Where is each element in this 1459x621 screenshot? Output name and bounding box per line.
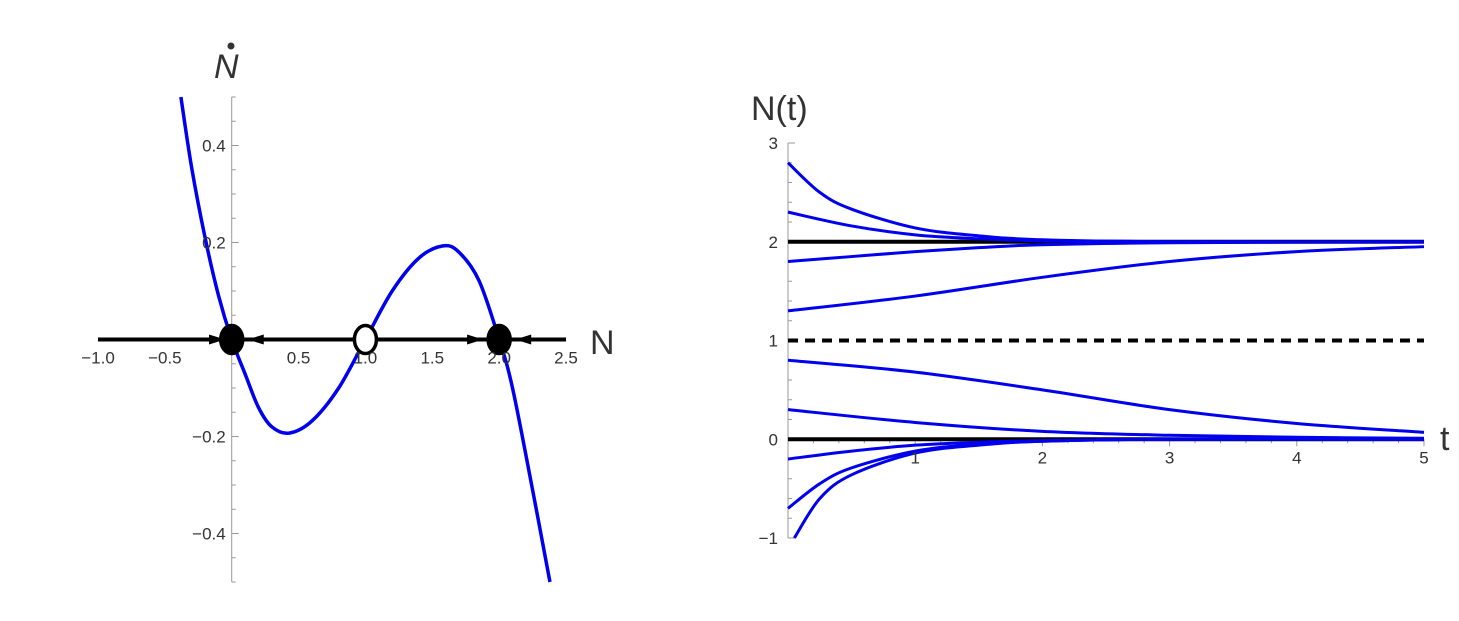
x-tick-label: −1.0 — [81, 349, 115, 368]
reference-lines — [788, 239, 1424, 442]
x-tick-label: −0.5 — [148, 349, 182, 368]
x-tick-label: 1 — [910, 448, 919, 467]
flow-arrow-head — [467, 334, 484, 345]
right-ticks — [787, 142, 1425, 539]
y-tick-label: −0.4 — [192, 525, 226, 544]
solution-curve — [793, 437, 1425, 539]
x-tick-label: 1.0 — [354, 349, 378, 368]
y-tick-label: 1 — [769, 332, 778, 351]
solution-curve — [787, 210, 1425, 244]
stable-fixed-point — [218, 323, 245, 356]
phase-line-panel: −0.4−0.20.20.4−1.0 −0.5 0.5 1.0 1.5 2.0 2.5 N … — [81, 42, 615, 583]
x-tick-label: 5 — [1419, 448, 1428, 467]
y-tick-label: 3 — [769, 134, 778, 153]
right-x-axis-label: t — [1440, 420, 1450, 458]
x-tick-label: 2 — [1038, 448, 1047, 467]
flow-arrow-head — [247, 334, 264, 345]
y-tick-label: 0.2 — [202, 234, 226, 253]
y-tick-label: −0.2 — [192, 428, 226, 447]
x-tick-label: 0.5 — [287, 349, 311, 368]
solution-curve — [787, 437, 1425, 461]
solution-curve — [787, 408, 1425, 440]
solution-curves — [786, 161, 1425, 539]
left-y-axis-label: N — [214, 48, 239, 86]
flow-arrow-head — [515, 334, 532, 345]
x-tick-label: 3 — [1165, 448, 1174, 467]
solution-curve — [787, 437, 1425, 510]
y-tick-label: −1 — [759, 529, 778, 548]
solution-curve — [787, 358, 1425, 434]
flow-arrows — [98, 334, 566, 345]
unstable-fixed-point — [352, 323, 379, 356]
y-tick-label: 0.4 — [202, 137, 226, 156]
right-tick-labels: −1 0 1 2 3 1 2 3 4 5 — [759, 134, 1429, 548]
x-tick-label: 2.0 — [487, 349, 511, 368]
left-x-axis-label: N — [590, 324, 615, 362]
left-tick-labels: −0.4 −0.2 0.2 0.4 −1.0 −0.5 0.5 1.0 1.5 2.0 2.5 — [81, 137, 578, 544]
y-tick-label: 2 — [769, 233, 778, 252]
x-tick-label: 1.5 — [420, 349, 444, 368]
flow-arrow-head — [209, 334, 226, 345]
solution-curve — [787, 245, 1425, 313]
stable-fixed-point — [486, 323, 512, 356]
solution-curve — [787, 240, 1425, 263]
right-y-axis-label: N(t) — [751, 90, 808, 128]
time-derivative-dot — [227, 42, 235, 50]
fixed-points — [218, 323, 512, 356]
x-tick-label: 4 — [1292, 448, 1301, 467]
y-tick-label: 0 — [769, 430, 778, 449]
x-tick-label: 2.5 — [554, 349, 578, 368]
solutions-panel: −1 0 1 2 3 1 2 3 4 5 t N(t) — [751, 90, 1450, 548]
